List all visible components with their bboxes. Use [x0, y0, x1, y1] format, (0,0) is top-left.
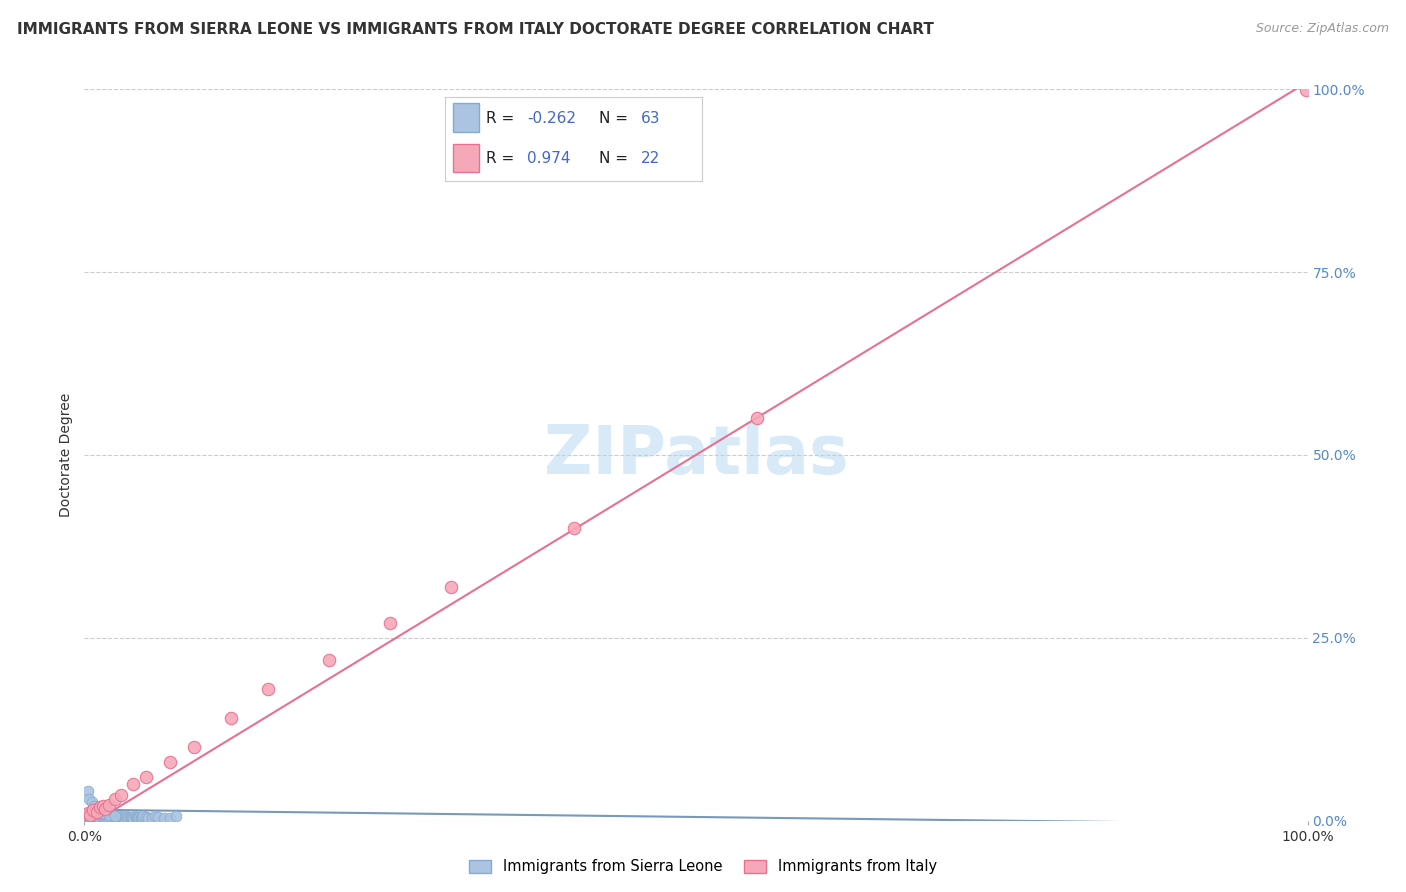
Point [96, 810, 118, 824]
Point [83, 812, 105, 826]
Point [114, 811, 136, 825]
Point [747, 411, 769, 425]
Point [97, 811, 120, 825]
Point [128, 810, 150, 824]
Point [82, 803, 104, 817]
Legend: Immigrants from Sierra Leone, Immigrants from Italy: Immigrants from Sierra Leone, Immigrants… [464, 854, 942, 880]
Point [108, 812, 131, 826]
Point [159, 755, 181, 769]
Point [115, 809, 138, 823]
Point [132, 809, 155, 823]
Point [440, 580, 463, 594]
Point [105, 811, 128, 825]
Point [115, 810, 138, 824]
Point [120, 810, 142, 824]
Text: ZIPatlas: ZIPatlas [544, 422, 848, 488]
Point [77, 784, 100, 798]
Point [159, 811, 181, 825]
Point [77, 812, 100, 826]
Point [93, 812, 115, 826]
Point [127, 811, 149, 825]
Point [104, 810, 127, 824]
Point [110, 788, 132, 802]
Point [89, 811, 111, 825]
Point [153, 812, 176, 826]
Point [89, 800, 111, 814]
Text: Source: ZipAtlas.com: Source: ZipAtlas.com [1256, 22, 1389, 36]
Point [125, 810, 148, 824]
Point [136, 812, 159, 826]
Point [111, 810, 134, 824]
Point [107, 809, 129, 823]
Point [122, 811, 145, 825]
Point [87, 805, 110, 819]
Point [94, 811, 117, 825]
Point [380, 616, 402, 631]
Point [101, 812, 124, 826]
Point [86, 803, 108, 817]
Point [183, 740, 205, 755]
Point [97, 797, 120, 812]
Point [79, 807, 101, 822]
Point [135, 770, 157, 784]
Point [91, 799, 114, 814]
Point [84, 809, 107, 823]
Point [91, 810, 114, 824]
Point [112, 812, 135, 826]
Point [77, 811, 100, 825]
Point [104, 809, 127, 823]
Point [97, 807, 120, 822]
Point [165, 809, 187, 823]
Point [87, 810, 110, 824]
Point [146, 810, 169, 824]
Point [143, 809, 166, 823]
Point [110, 811, 132, 825]
Point [97, 812, 120, 826]
Point [86, 805, 108, 819]
Point [117, 812, 139, 826]
Point [129, 812, 152, 826]
Point [141, 811, 163, 825]
Point [118, 811, 141, 825]
Point [91, 806, 114, 821]
Point [124, 809, 146, 823]
Point [125, 812, 148, 826]
Point [100, 810, 122, 824]
Point [90, 809, 112, 823]
Point [105, 812, 128, 826]
Y-axis label: Doctorate Degree: Doctorate Degree [59, 392, 73, 517]
Point [318, 653, 340, 667]
Point [98, 809, 121, 823]
Point [131, 811, 153, 825]
Point [82, 811, 104, 825]
Point [87, 812, 110, 826]
Point [83, 799, 105, 814]
Point [80, 810, 103, 824]
Point [1295, 83, 1317, 97]
Point [219, 711, 242, 725]
Point [86, 811, 108, 825]
Point [79, 812, 101, 826]
Point [77, 806, 100, 821]
Point [121, 812, 143, 826]
Point [103, 811, 125, 825]
Point [135, 810, 157, 824]
Point [94, 802, 117, 816]
Point [257, 681, 280, 696]
Text: IMMIGRANTS FROM SIERRA LEONE VS IMMIGRANTS FROM ITALY DOCTORATE DEGREE CORRELATI: IMMIGRANTS FROM SIERRA LEONE VS IMMIGRAN… [17, 22, 934, 37]
Point [77, 791, 100, 805]
Point [80, 796, 103, 810]
Point [562, 521, 585, 535]
Point [104, 791, 127, 805]
Point [122, 777, 145, 791]
